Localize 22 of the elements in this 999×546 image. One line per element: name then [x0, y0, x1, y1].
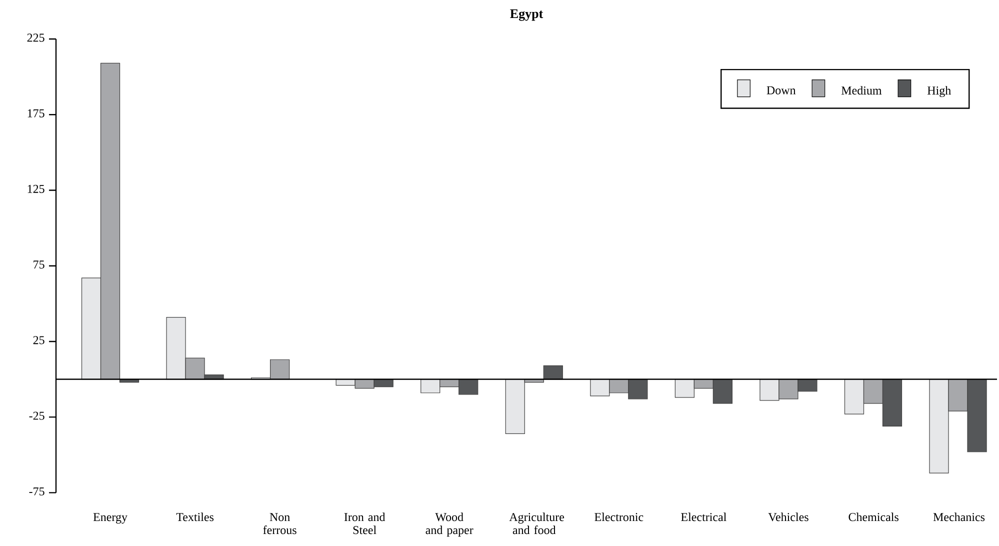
legend-label: Down — [766, 86, 796, 94]
x-tick-label: Wood and paper — [426, 512, 474, 537]
y-tick-label: 175 — [28, 109, 44, 118]
y-tick-label: 25 — [33, 336, 44, 344]
x-tick-label: Electrical — [681, 512, 726, 522]
y-tick-label: 75 — [34, 260, 44, 269]
x-tick-label: Chemicals — [848, 512, 898, 522]
x-tick-label: Textiles — [176, 512, 214, 522]
legend-label: Medium — [841, 86, 882, 95]
x-tick-label: Iron and Steel — [344, 512, 386, 534]
y-tick-label: -25 — [29, 412, 44, 420]
legend-label: High — [927, 86, 951, 98]
y-tick-label: 225 — [27, 34, 44, 42]
x-tick-label: Non ferrous — [263, 513, 296, 534]
x-tick-label: Vehicles — [768, 512, 808, 522]
chart-title: Egypt — [510, 9, 544, 21]
x-tick-label: Energy — [93, 513, 128, 524]
x-tick-label: Electronic — [594, 512, 644, 522]
x-tick-label: Mechanics — [933, 512, 985, 522]
x-tick-label: Agriculture and food — [509, 512, 564, 534]
y-tick-label: -75 — [29, 487, 44, 496]
y-tick-label: 125 — [28, 184, 44, 193]
